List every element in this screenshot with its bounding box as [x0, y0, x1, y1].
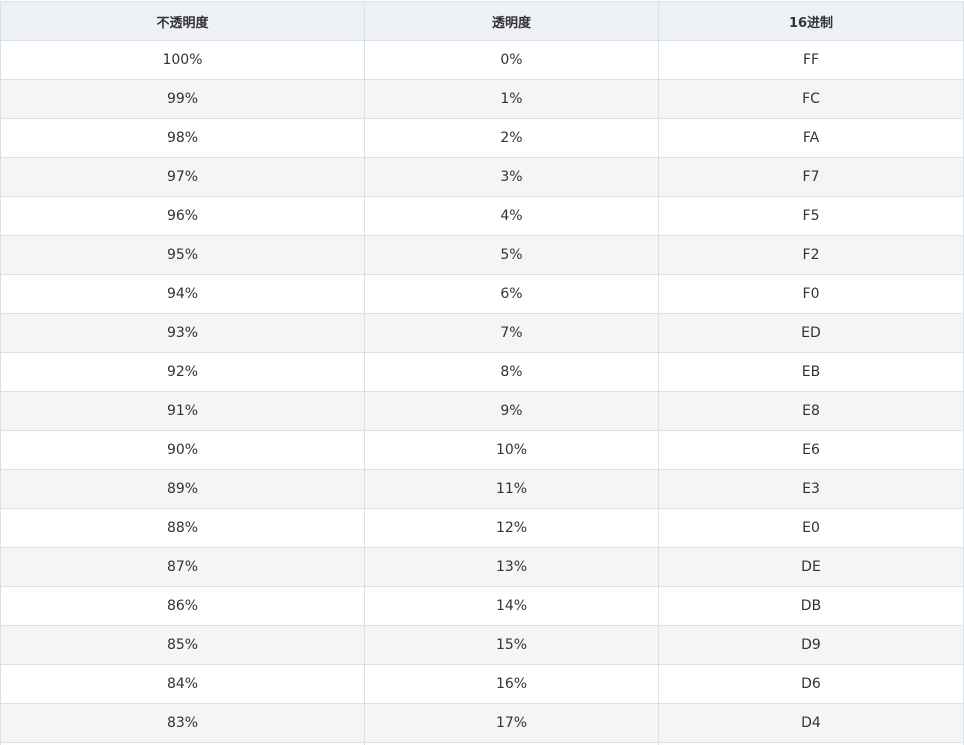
transparency-cell: 8% [365, 353, 659, 392]
hex-cell: F0 [659, 275, 964, 314]
table-row: 96% 4% F5 [1, 197, 964, 236]
opacity-cell: 83% [1, 704, 365, 743]
opacity-cell: 99% [1, 80, 365, 119]
hex-cell: ED [659, 314, 964, 353]
transparency-cell: 12% [365, 509, 659, 548]
hex-cell: D6 [659, 665, 964, 704]
transparency-cell: 7% [365, 314, 659, 353]
opacity-cell: 92% [1, 353, 365, 392]
transparency-cell: 1% [365, 80, 659, 119]
opacity-cell: 94% [1, 275, 365, 314]
hex-cell: E3 [659, 470, 964, 509]
transparency-cell: 3% [365, 158, 659, 197]
table-row: 87% 13% DE [1, 548, 964, 587]
transparency-cell: 6% [365, 275, 659, 314]
opacity-cell: 93% [1, 314, 365, 353]
transparency-cell: 9% [365, 392, 659, 431]
transparency-cell: 17% [365, 704, 659, 743]
transparency-cell: 2% [365, 119, 659, 158]
transparency-cell: 13% [365, 548, 659, 587]
transparency-cell: 15% [365, 626, 659, 665]
transparency-cell: 4% [365, 197, 659, 236]
table-row: 89% 11% E3 [1, 470, 964, 509]
table-row: 88% 12% E0 [1, 509, 964, 548]
table-row: 85% 15% D9 [1, 626, 964, 665]
opacity-cell: 96% [1, 197, 365, 236]
hex-cell: E8 [659, 392, 964, 431]
opacity-cell: 91% [1, 392, 365, 431]
table-row: 91% 9% E8 [1, 392, 964, 431]
hex-cell: FA [659, 119, 964, 158]
transparency-cell: 14% [365, 587, 659, 626]
hex-cell: FF [659, 41, 964, 80]
transparency-cell: 16% [365, 665, 659, 704]
hex-cell: EB [659, 353, 964, 392]
opacity-cell: 100% [1, 41, 365, 80]
opacity-cell: 89% [1, 470, 365, 509]
hex-cell: D4 [659, 704, 964, 743]
table-row: 83% 17% D4 [1, 704, 964, 743]
table-row: 100% 0% FF [1, 41, 964, 80]
table-row: 95% 5% F2 [1, 236, 964, 275]
opacity-cell: 85% [1, 626, 365, 665]
transparency-cell: 0% [365, 41, 659, 80]
table-row: 97% 3% F7 [1, 158, 964, 197]
opacity-cell: 90% [1, 431, 365, 470]
table-row: 92% 8% EB [1, 353, 964, 392]
hex-cell: D9 [659, 626, 964, 665]
transparency-cell: 10% [365, 431, 659, 470]
header-opacity: 不透明度 [1, 2, 365, 41]
opacity-cell: 97% [1, 158, 365, 197]
table-row: 94% 6% F0 [1, 275, 964, 314]
opacity-cell: 86% [1, 587, 365, 626]
hex-cell: E6 [659, 431, 964, 470]
table-row: 99% 1% FC [1, 80, 964, 119]
opacity-cell: 98% [1, 119, 365, 158]
hex-cell: DE [659, 548, 964, 587]
transparency-cell: 5% [365, 236, 659, 275]
transparency-cell: 11% [365, 470, 659, 509]
table-row: 86% 14% DB [1, 587, 964, 626]
hex-cell: F2 [659, 236, 964, 275]
hex-cell: DB [659, 587, 964, 626]
table-row: 90% 10% E6 [1, 431, 964, 470]
table-row: 84% 16% D6 [1, 665, 964, 704]
hex-cell: FC [659, 80, 964, 119]
table-row: 98% 2% FA [1, 119, 964, 158]
header-hex: 16进制 [659, 2, 964, 41]
opacity-cell: 87% [1, 548, 365, 587]
table-row: 93% 7% ED [1, 314, 964, 353]
opacity-cell: 84% [1, 665, 365, 704]
table-body: 100% 0% FF 99% 1% FC 98% 2% FA 97% 3% F7 96% 4% F5 95% 5… [1, 41, 964, 745]
table-header-row: 不透明度 透明度 16进制 [1, 2, 964, 41]
hex-cell: F5 [659, 197, 964, 236]
opacity-cell: 95% [1, 236, 365, 275]
hex-cell: F7 [659, 158, 964, 197]
hex-cell: E0 [659, 509, 964, 548]
opacity-cell: 88% [1, 509, 365, 548]
header-transparency: 透明度 [365, 2, 659, 41]
